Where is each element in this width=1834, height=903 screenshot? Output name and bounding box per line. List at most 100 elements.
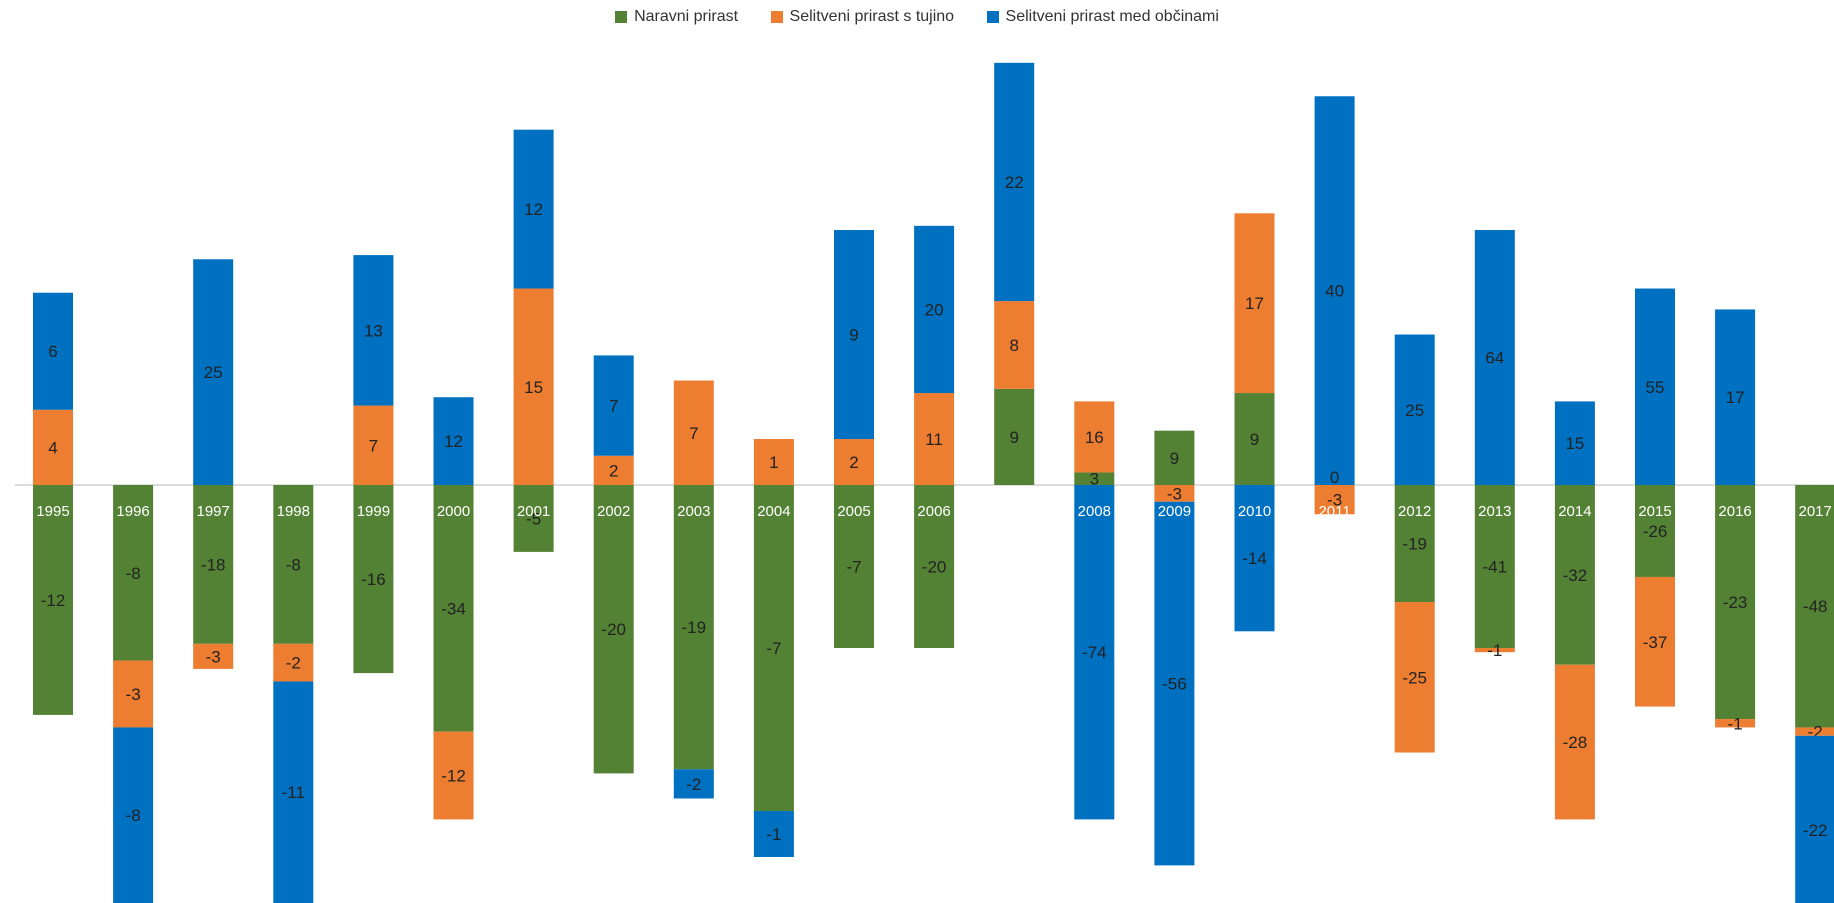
bar-2006-s1 <box>914 393 955 485</box>
data-label-2010-s2: -14 <box>1242 549 1267 568</box>
bar-2011-s1 <box>1314 485 1355 515</box>
category-label-1997: 1997 <box>197 503 230 520</box>
bar-2008-s0 <box>1074 472 1115 485</box>
category-label-2014: 2014 <box>1558 503 1591 520</box>
bar-2003-s2 <box>673 769 714 799</box>
bar-2005-s1 <box>834 439 874 485</box>
category-label-2004: 2004 <box>757 503 790 520</box>
data-label-2005-s0: -7 <box>846 558 861 577</box>
data-label-2015-s0: -26 <box>1643 522 1668 541</box>
bar-2010-s1 <box>1234 213 1275 394</box>
bar-2004-s0 <box>753 485 794 812</box>
bar-2007-s1 <box>994 301 1035 389</box>
category-label-2011: 2011 <box>1318 503 1350 520</box>
bar-1996-s0 <box>113 485 154 661</box>
data-label-2017-s0: -48 <box>1803 597 1828 616</box>
data-label-2011-extra: 0 <box>1330 468 1339 487</box>
bar-1995-s1 <box>33 409 73 485</box>
bar-2014-s0 <box>1554 485 1595 665</box>
bar-1998-s1 <box>273 643 314 682</box>
data-label-2008-s0: 3 <box>1090 470 1099 489</box>
bar-1997-s2 <box>193 259 234 485</box>
bar-2009-s0 <box>1154 430 1195 485</box>
category-label-2010: 2010 <box>1238 503 1271 520</box>
bar-2014-s2 <box>1554 401 1595 485</box>
data-label-2000-s2: 12 <box>444 432 463 451</box>
bar-2004-s1 <box>753 439 794 485</box>
bar-1995-s2 <box>33 292 73 410</box>
bar-2000-s0 <box>433 485 474 732</box>
category-label-2001: 2001 <box>517 503 550 520</box>
legend-label-obcine: Selitveni prirast med občinami <box>1005 8 1219 25</box>
data-label-2002-s0: -20 <box>601 620 626 639</box>
category-label-2009: 2009 <box>1158 503 1191 520</box>
bar-2016-s1 <box>1715 719 1756 728</box>
data-label-1996-s2: -8 <box>126 806 141 825</box>
bar-1995-s0 <box>33 485 73 715</box>
bar-2002-s1 <box>593 455 634 485</box>
bar-2009-s2 <box>1154 501 1195 866</box>
data-label-2015-s2: 55 <box>1646 378 1665 397</box>
bar-2015-s1 <box>1635 576 1675 707</box>
data-label-2006-s0: -20 <box>922 558 947 577</box>
legend-item-obcine: Selitveni prirast med občinami <box>986 8 1219 26</box>
bar-2006-s2 <box>914 225 955 394</box>
bar-2001-s1 <box>513 288 554 485</box>
bar-2016-s0 <box>1715 485 1756 720</box>
data-label-2001-s0: -5 <box>526 509 541 528</box>
data-label-2014-s0: -32 <box>1563 566 1588 585</box>
bar-2007-s0 <box>994 388 1035 485</box>
data-label-1997-s0: -18 <box>201 555 226 574</box>
data-label-2009-s2: -56 <box>1162 675 1187 694</box>
bar-2002-s0 <box>593 485 634 774</box>
legend-swatch-naravni <box>615 11 628 23</box>
bar-1998-s0 <box>273 485 314 644</box>
legend-item-naravni: Naravni prirast <box>615 8 738 26</box>
data-label-2009-s1: -3 <box>1167 484 1182 503</box>
bar-2013-s2 <box>1474 230 1515 485</box>
data-label-2004-s2: -1 <box>766 825 781 844</box>
legend-swatch-tujina <box>770 11 783 23</box>
bar-2013-s0 <box>1474 485 1515 649</box>
category-label-2013: 2013 <box>1478 503 1511 520</box>
data-label-2009-s0: 9 <box>1170 449 1179 468</box>
data-label-2012-s1: -25 <box>1402 668 1427 687</box>
data-label-2005-s2: 9 <box>849 326 858 345</box>
data-label-2003-s0: -19 <box>682 618 707 637</box>
data-label-1997-s1: -3 <box>206 647 221 666</box>
bar-2017-s2 <box>1795 735 1834 903</box>
bar-2017-s1 <box>1795 727 1834 736</box>
bar-2012-s2 <box>1394 334 1435 485</box>
bar-2009-s1 <box>1154 485 1195 502</box>
category-label-2012: 2012 <box>1398 503 1431 520</box>
data-label-2000-s0: -34 <box>441 599 466 618</box>
data-label-1999-s0: -16 <box>361 570 386 589</box>
bar-2011-s2 <box>1314 96 1355 485</box>
legend-label-tujina: Selitveni prirast s tujino <box>789 8 955 25</box>
data-label-1999-s2: 13 <box>364 321 383 340</box>
bar-2014-s1 <box>1554 664 1595 820</box>
data-label-2016-s2: 17 <box>1726 388 1745 407</box>
category-label-1995: 1995 <box>36 503 69 520</box>
bar-2013-s1 <box>1474 648 1515 653</box>
data-label-2012-s0: -19 <box>1402 535 1427 554</box>
data-label-2014-s1: -28 <box>1563 733 1588 752</box>
bar-2004-s2 <box>753 811 794 858</box>
data-label-2007-s0: 9 <box>1009 428 1018 447</box>
category-label-2017: 2017 <box>1799 503 1832 520</box>
legend: Naravni prirast Selitveni prirast s tuji… <box>0 8 1834 28</box>
data-label-2013-s0: -41 <box>1483 558 1508 577</box>
bar-1996-s1 <box>113 660 154 728</box>
data-label-2014-s2: 15 <box>1565 434 1584 453</box>
category-label-2000: 2000 <box>437 503 470 520</box>
category-label-2015: 2015 <box>1638 503 1671 520</box>
data-label-2008-s1: 16 <box>1085 428 1104 447</box>
category-label-2006: 2006 <box>917 503 950 520</box>
category-label-2016: 2016 <box>1718 503 1751 520</box>
bar-1997-s1 <box>193 643 234 669</box>
data-label-1995-s0: -12 <box>41 591 66 610</box>
data-label-2006-s2: 20 <box>925 300 944 319</box>
bar-1999-s2 <box>353 255 394 406</box>
bar-2007-s2 <box>994 62 1035 302</box>
bar-2008-s1 <box>1074 401 1115 473</box>
